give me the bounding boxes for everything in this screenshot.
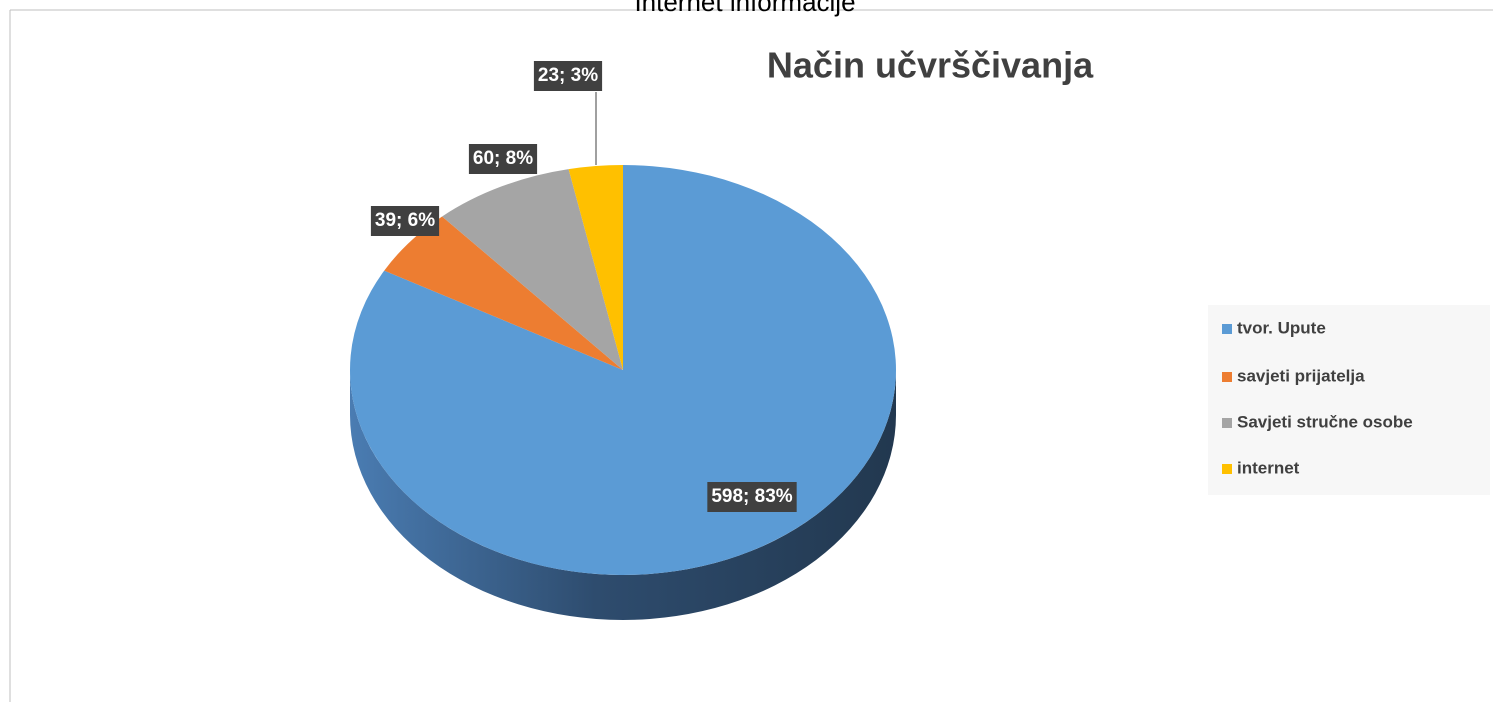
data-label: 23; 3% xyxy=(538,65,598,86)
legend-label: Savjeti stručne osobe xyxy=(1237,412,1413,431)
data-label-box xyxy=(370,206,440,236)
legend-swatch xyxy=(1222,418,1232,428)
pie-slice xyxy=(384,216,623,370)
legend-label: tvor. Upute xyxy=(1237,318,1326,337)
legend-label: internet xyxy=(1237,458,1300,477)
pie-slice xyxy=(568,165,623,370)
legend-swatch xyxy=(1222,324,1232,334)
data-label: 598; 83% xyxy=(711,486,792,507)
legend-box xyxy=(1208,305,1490,495)
data-label-box xyxy=(533,61,603,91)
pie-side xyxy=(350,370,896,620)
chart-title: Način učvrščivanja xyxy=(767,45,1094,86)
legend-swatch xyxy=(1222,372,1232,382)
data-label: 39; 6% xyxy=(375,210,435,231)
data-label: 60; 8% xyxy=(473,148,533,169)
data-label-box xyxy=(468,144,538,174)
legend-label: savjeti prijatelja xyxy=(1237,366,1365,385)
pie-slice xyxy=(442,169,623,370)
header-text: Internet informacije xyxy=(634,0,855,17)
legend-swatch xyxy=(1222,464,1232,474)
pie-slice xyxy=(350,165,896,576)
data-label-box xyxy=(707,482,797,512)
